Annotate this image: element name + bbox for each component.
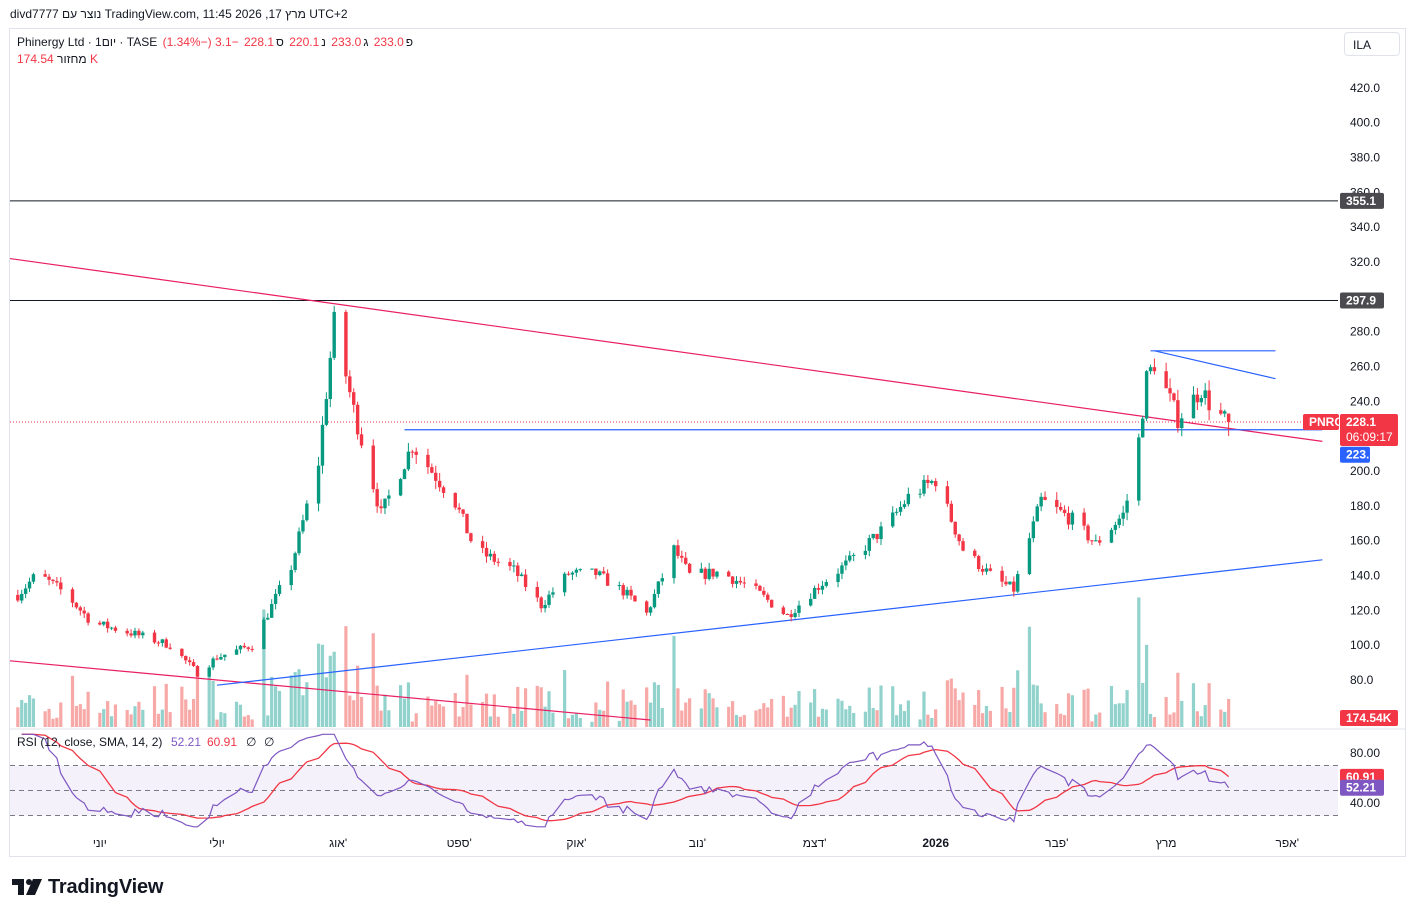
- author-line: divd7777 נוצר עם TradingView.com, 11:45 …: [10, 7, 348, 21]
- brand-name: TradingView: [48, 875, 164, 898]
- volume-label: מחזור: [57, 52, 87, 66]
- open-value: 233.0: [373, 35, 404, 49]
- tradingview-icon: [12, 879, 42, 895]
- close-value: 228.1: [243, 35, 275, 49]
- chart-frame: [9, 28, 1406, 857]
- currency-button[interactable]: ILA: [1344, 32, 1400, 56]
- volume-legend[interactable]: מחזור 174.54 K: [17, 52, 98, 66]
- tradingview-logo[interactable]: TradingView: [12, 876, 163, 898]
- high-label: ג: [363, 35, 369, 49]
- open-label: פ: [405, 35, 414, 49]
- low-value: 220.1: [289, 35, 320, 49]
- change-value: −3.1 (−1.34%): [162, 35, 239, 49]
- low-label: נ: [321, 35, 326, 49]
- high-value: 233.0: [331, 35, 362, 49]
- symbol-legend[interactable]: Phinergy Ltd · 1יום · TASE פ233.0 ג233.0…: [17, 35, 415, 49]
- close-label: ס: [276, 35, 284, 49]
- symbol-title[interactable]: Phinergy Ltd · 1יום · TASE: [17, 35, 158, 49]
- volume-value: 174.54 K: [17, 52, 98, 66]
